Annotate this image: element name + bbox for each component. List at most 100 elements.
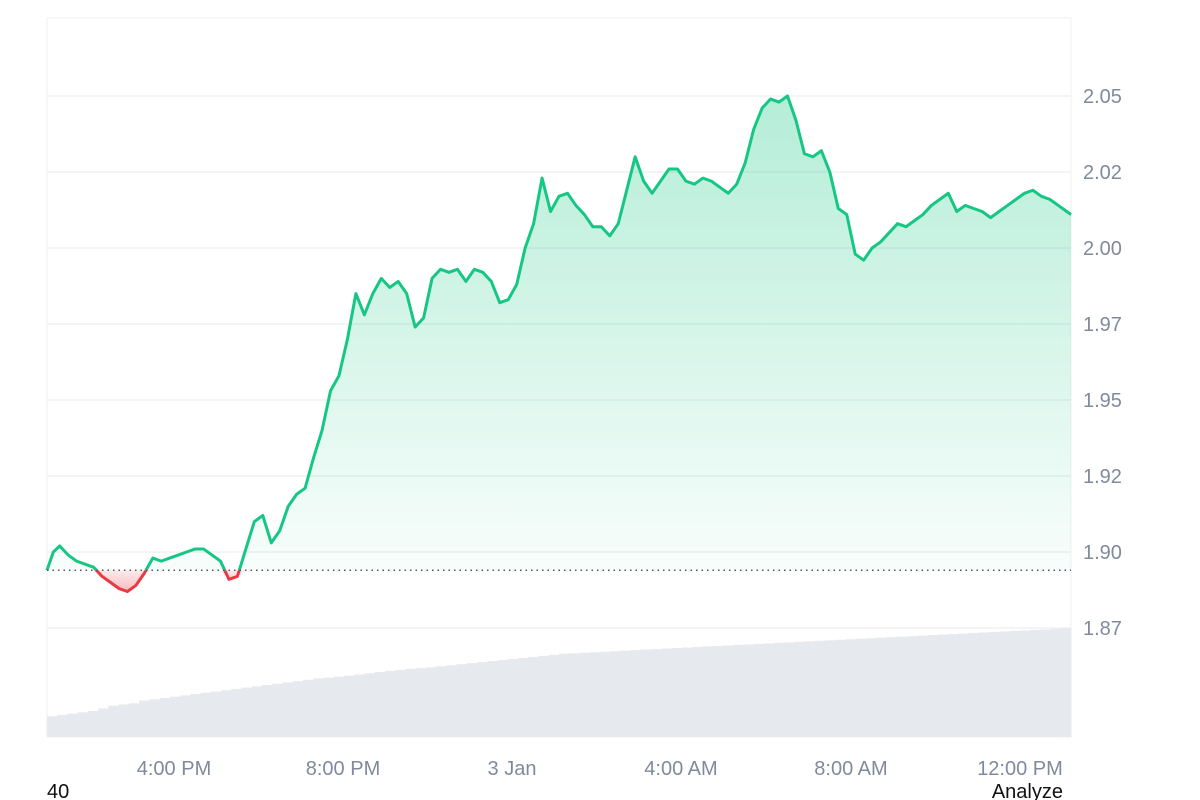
volume-bar — [200, 692, 212, 737]
volume-bar — [272, 683, 284, 737]
volume-bar — [487, 661, 499, 737]
volume-bar — [1009, 630, 1021, 737]
volume-bar — [743, 644, 755, 737]
volume-bar — [282, 682, 294, 737]
volume-bar — [477, 662, 488, 737]
volume-bar — [118, 704, 130, 737]
volume-bar — [190, 694, 202, 737]
volume-bar — [763, 643, 775, 737]
y-tick-label: 1.97 — [1083, 314, 1122, 336]
volume-bar — [374, 672, 386, 737]
volume-bar — [692, 647, 703, 737]
volume-bar — [835, 639, 847, 737]
volume-bar — [364, 673, 376, 737]
volume-bar — [128, 703, 140, 737]
y-tick-label: 1.95 — [1083, 390, 1122, 412]
y-tick-label: 2.00 — [1083, 238, 1122, 260]
volume-bar — [927, 635, 939, 737]
volume-bar — [538, 655, 550, 737]
y-tick-label: 1.87 — [1083, 618, 1122, 640]
y-tick-label: 1.92 — [1083, 466, 1122, 488]
volume-bar — [159, 698, 171, 737]
volume-bar — [917, 635, 929, 737]
volume-bar — [825, 640, 836, 737]
volume-bar — [1040, 629, 1052, 737]
volume-bar — [753, 643, 765, 737]
volume-bar — [661, 648, 673, 737]
x-tick-label: 4:00 PM — [137, 758, 211, 780]
volume-bar — [169, 696, 181, 737]
volume-bar — [425, 667, 437, 737]
volume-bar — [395, 669, 406, 737]
volume-bar — [303, 679, 314, 737]
volume-bar — [343, 675, 355, 737]
volume-bar — [815, 640, 826, 737]
volume-bar — [978, 632, 990, 737]
volume-bar — [548, 654, 560, 737]
volume-bar — [999, 631, 1011, 737]
price-area-down — [47, 570, 1071, 592]
volume-bar — [620, 650, 632, 737]
volume-bar — [784, 642, 796, 737]
volume-bar — [384, 670, 396, 737]
volume-bar — [866, 638, 877, 737]
footer-left-value: 40 — [47, 781, 70, 800]
volume-bar — [57, 714, 68, 737]
y-tick-label: 2.05 — [1083, 86, 1122, 108]
volume-bar — [671, 648, 683, 737]
volume-bar — [681, 647, 693, 737]
volume-bar — [702, 646, 714, 737]
volume-bar — [446, 665, 458, 737]
y-tick-label: 1.90 — [1083, 542, 1122, 564]
volume-bar — [251, 686, 263, 737]
volume-bar — [262, 685, 273, 737]
volume-bar — [1050, 628, 1062, 737]
volume-bar — [1030, 629, 1041, 737]
x-tick-label: 8:00 PM — [306, 758, 380, 780]
volume-bar — [579, 652, 591, 737]
volume-bar — [948, 634, 959, 737]
volume-bar — [876, 637, 888, 737]
volume-bar — [1019, 630, 1031, 737]
volume-bar — [1060, 628, 1072, 737]
analyze-link[interactable]: Analyze — [991, 781, 1063, 800]
volume-bar — [231, 688, 243, 737]
volume-bar — [886, 637, 898, 737]
price-line-up — [45, 94, 1072, 571]
volume-bar — [518, 657, 529, 737]
volume-bar — [845, 639, 857, 737]
volume-bar — [333, 676, 345, 737]
volume-bar — [958, 633, 970, 737]
volume-bar — [794, 641, 806, 737]
volume-bar — [507, 659, 519, 737]
volume-bar — [313, 678, 324, 737]
y-tick-label: 2.02 — [1083, 162, 1122, 184]
volume-bar — [292, 681, 304, 737]
volume-bar — [47, 716, 58, 737]
volume-bar — [108, 705, 120, 737]
volume-bar — [415, 668, 427, 737]
volume-bar — [77, 712, 89, 737]
volume-bar — [599, 651, 611, 737]
volume-bar — [907, 636, 918, 737]
volume-bar — [937, 634, 949, 737]
volume-bar — [221, 690, 232, 737]
volume-bar — [610, 651, 621, 737]
volume-bar — [989, 631, 1000, 737]
price-area-up — [47, 96, 1071, 571]
volume-bar — [528, 656, 540, 737]
volume-bar — [405, 668, 417, 737]
x-tick-label: 8:00 AM — [814, 758, 887, 780]
volume-bar — [139, 700, 150, 737]
volume-bar — [98, 708, 109, 737]
x-tick-label: 12:00 PM — [977, 758, 1063, 780]
volume-bar — [804, 641, 816, 737]
volume-bar — [968, 633, 980, 737]
volume-bar — [456, 664, 468, 737]
volume-bar — [180, 695, 191, 737]
volume-bar — [722, 645, 734, 737]
volume-bar — [712, 646, 724, 737]
volume-bar — [569, 653, 580, 737]
